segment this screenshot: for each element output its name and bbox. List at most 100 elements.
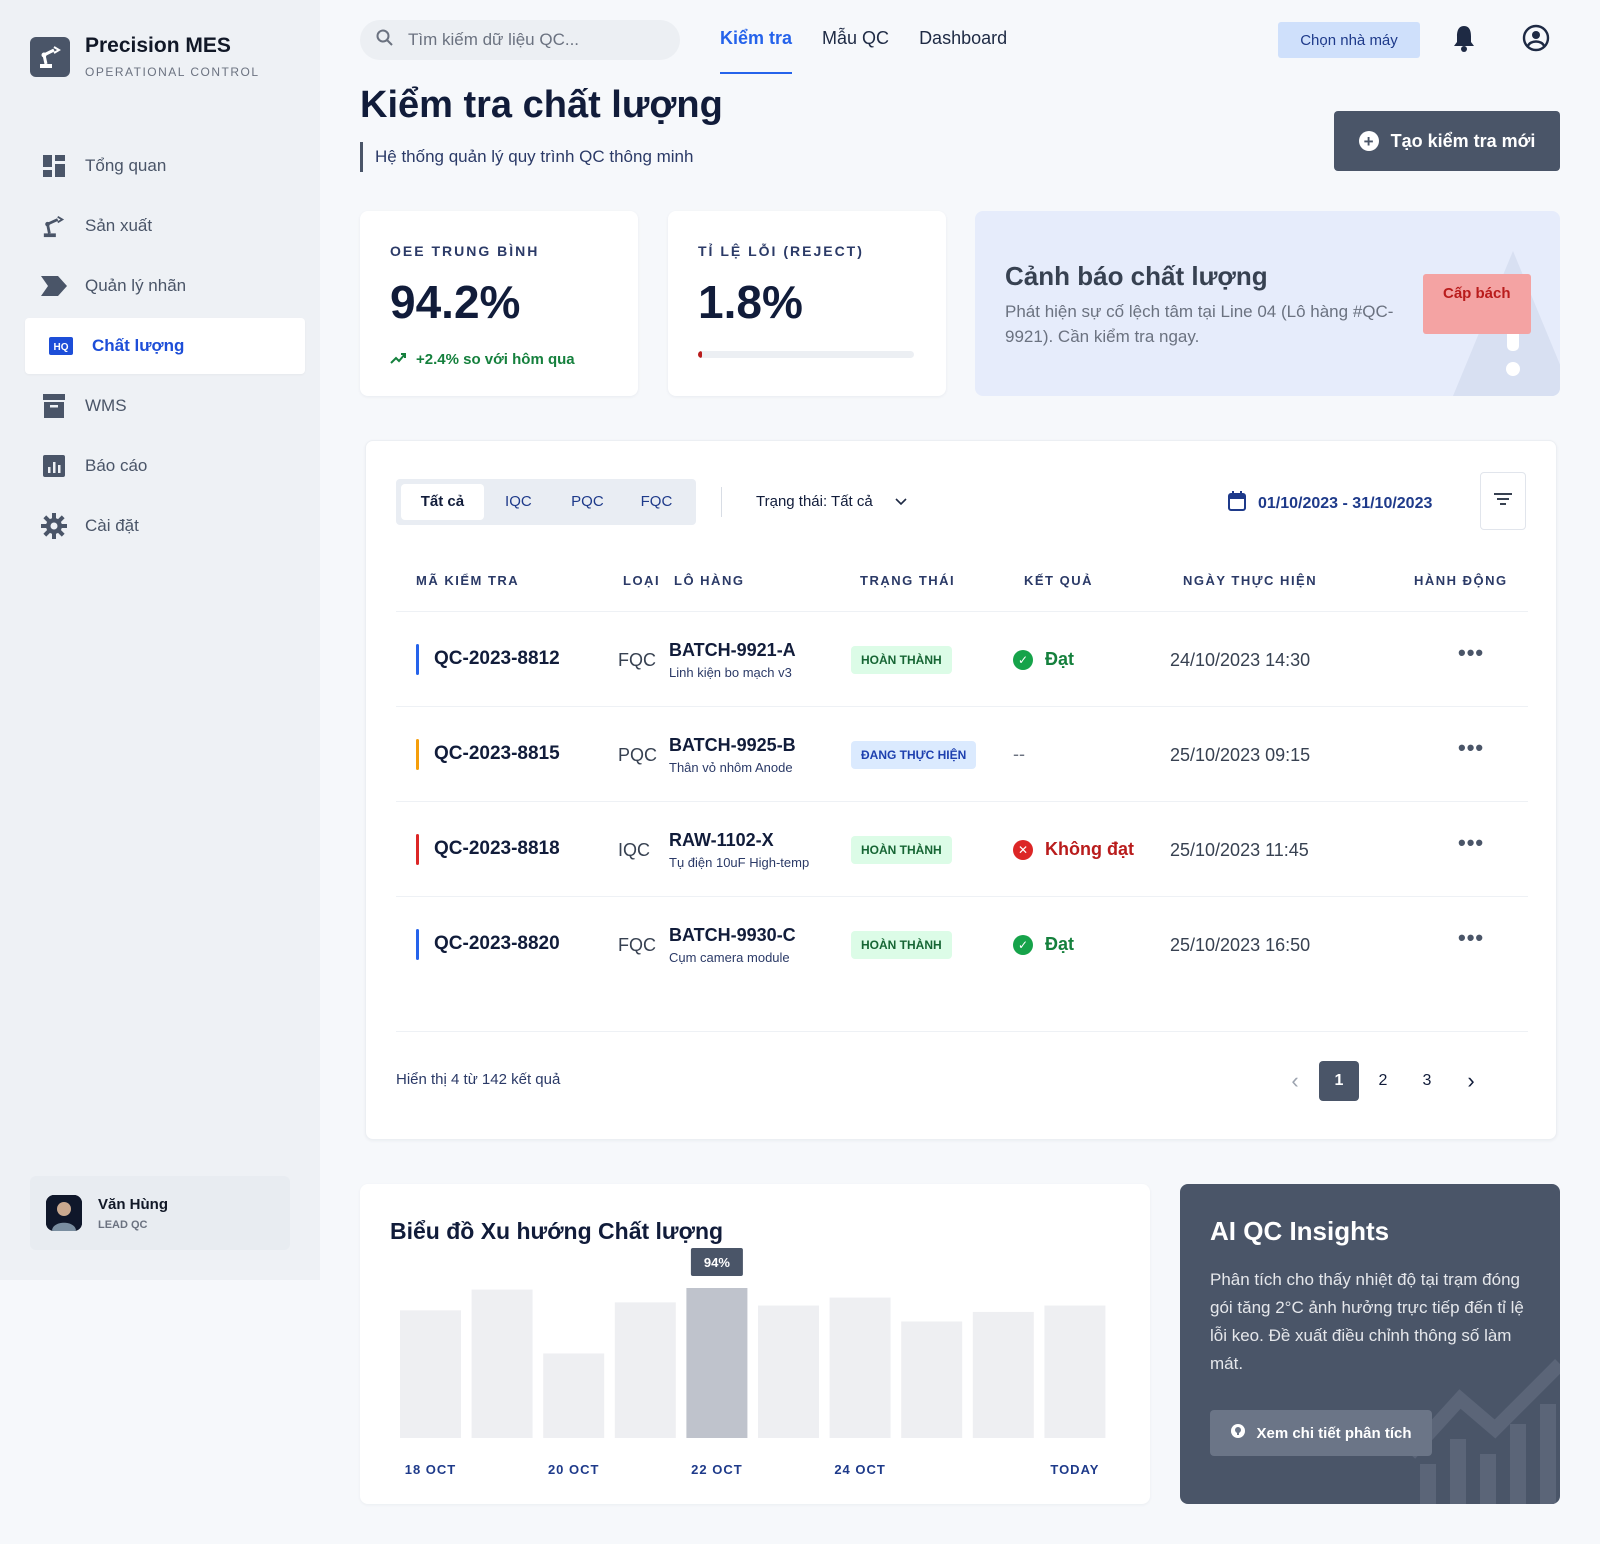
robot-arm-logo-icon (30, 36, 70, 77)
tab-dashboard[interactable]: Dashboard (919, 28, 1008, 48)
gear-icon (41, 513, 67, 539)
status-filter-dropdown[interactable]: Trạng thái: Tất cả (756, 493, 907, 510)
sidebar-item-wms[interactable]: WMS (25, 378, 305, 434)
chart-tick-label: 18 OCT (405, 1462, 457, 1477)
quality-trend-chart: Biểu đồ Xu hướng Chất lượng 18 OCT 20 OCT… (360, 1184, 1150, 1504)
alert-text: Phát hiện sự cố lệch tâm tại Line 04 (Lô… (1005, 302, 1394, 346)
result-none: -- (1013, 744, 1025, 765)
segment-iqc[interactable]: IQC (505, 493, 532, 510)
column-header-status: TRẠNG THÁI (860, 573, 956, 588)
chart-bar[interactable] (758, 1305, 819, 1438)
bell-icon[interactable] (1452, 24, 1476, 57)
result-label: Không đạt (1045, 839, 1134, 859)
row-indicator (416, 929, 419, 960)
result-label: Đạt (1045, 649, 1075, 669)
sidebar-item-reports[interactable]: Báo cáo (25, 438, 305, 494)
user-card[interactable]: Văn Hùng LEAD QC (30, 1176, 290, 1250)
filter-button[interactable] (1480, 472, 1526, 530)
more-actions-icon[interactable]: ••• (1458, 640, 1485, 665)
reject-progress-fill (698, 351, 703, 358)
sidebar-item-labels[interactable]: Quản lý nhãn (25, 258, 305, 314)
chart-bar[interactable] (901, 1321, 963, 1438)
page-3[interactable]: 3 (1422, 1072, 1432, 1089)
column-header-id: MÃ KIỂM TRA (416, 573, 520, 588)
table-row[interactable]: QC-2023-8820 FQC BATCH-9930-C Cụm camera… (396, 896, 1528, 991)
row-id: QC-2023-8812 (434, 648, 560, 669)
user-profile-icon[interactable] (1522, 24, 1550, 57)
result-label: Đạt (1045, 934, 1075, 954)
status-badge: HOÀN THÀNH (851, 836, 952, 864)
row-type: PQC (618, 745, 658, 765)
column-header-date: NGÀY THỰC HIỆN (1183, 573, 1318, 588)
segment-pqc[interactable]: PQC (571, 493, 604, 510)
row-batch: BATCH-9925-B (669, 735, 796, 755)
create-inspection-button[interactable]: + Tạo kiểm tra mới (1334, 111, 1560, 171)
table-row[interactable]: QC-2023-8812 FQC BATCH-9921-A Linh kiện … (396, 611, 1528, 706)
prev-page-icon[interactable]: ‹ (1291, 1068, 1299, 1093)
chart-tick-label: 22 OCT (691, 1462, 743, 1477)
segment-fqc[interactable]: FQC (640, 493, 673, 510)
brand[interactable]: Precision MES OPERATIONAL CONTROL (30, 34, 260, 79)
sidebar-item-label: Chất lượng (92, 336, 185, 355)
page-2[interactable]: 2 (1378, 1072, 1388, 1089)
chart-bar[interactable] (829, 1297, 891, 1438)
oee-value: 94.2% (390, 276, 521, 328)
more-actions-icon[interactable]: ••• (1458, 830, 1485, 855)
column-header-type: LOẠI (623, 573, 661, 588)
row-id: QC-2023-8820 (434, 933, 560, 954)
chart-title: Biểu đồ Xu hướng Chất lượng (390, 1218, 724, 1244)
chevron-down-icon (895, 493, 907, 510)
page-1[interactable]: 1 (1319, 1061, 1359, 1101)
row-type: FQC (618, 650, 656, 670)
top-tabs: Kiểm tra Mẫu QC Dashboard (720, 28, 1037, 74)
row-type: FQC (618, 935, 656, 955)
column-header-batch: LÔ HÀNG (674, 573, 745, 588)
chart-bar[interactable] (543, 1353, 605, 1438)
user-role: LEAD QC (98, 1218, 148, 1231)
chart-bar[interactable] (972, 1311, 1034, 1438)
sidebar-item-overview[interactable]: Tổng quan (25, 138, 305, 194)
calendar-icon (1228, 491, 1246, 516)
ai-title: AI QC Insights (1210, 1216, 1390, 1246)
status-badge: HOÀN THÀNH (851, 646, 952, 674)
row-description: Thân vỏ nhôm Anode (669, 760, 793, 775)
row-date: 25/10/2023 09:15 (1170, 745, 1311, 765)
chart-bar[interactable] (614, 1302, 676, 1438)
inventory-icon (41, 393, 67, 419)
table-row[interactable]: QC-2023-8815 PQC BATCH-9925-B Thân vỏ nh… (396, 706, 1528, 801)
view-analysis-button[interactable]: Xem chi tiết phân tích (1210, 1410, 1432, 1456)
chart-tick-label: 20 OCT (548, 1462, 600, 1477)
search-input[interactable] (408, 30, 648, 50)
more-actions-icon[interactable]: ••• (1458, 735, 1485, 760)
tab-inspection[interactable]: Kiểm tra (720, 28, 793, 74)
segment-all[interactable]: Tất cả (401, 484, 484, 520)
chart-bar[interactable] (1044, 1305, 1106, 1438)
next-page-icon[interactable]: › (1467, 1068, 1475, 1093)
chart-bar[interactable] (400, 1310, 461, 1438)
sidebar-item-production[interactable]: Sản xuất (25, 198, 305, 254)
chart-bar[interactable] (686, 1288, 748, 1438)
row-indicator (416, 834, 419, 865)
oee-label: OEE TRUNG BÌNH (390, 243, 540, 259)
result-fail: ✕ Không đạt (1013, 839, 1134, 860)
tab-qc-templates[interactable]: Mẫu QC (822, 28, 890, 48)
reject-value: 1.8% (698, 276, 803, 328)
row-id: QC-2023-8815 (434, 743, 560, 764)
brand-name: Precision MES (85, 34, 231, 57)
date-range-picker[interactable]: 01/10/2023 - 31/10/2023 (1228, 491, 1432, 516)
chart-tooltip (690, 1248, 743, 1276)
sidebar-item-settings[interactable]: Cài đặt (25, 498, 305, 554)
x-circle-icon: ✕ (1013, 839, 1033, 860)
lightbulb-icon (1230, 1423, 1246, 1443)
reject-card: TỈ LỆ LỖI (REJECT) 1.8% (668, 211, 946, 396)
chart-bar[interactable] (471, 1289, 533, 1438)
select-factory-button[interactable]: Chọn nhà máy (1278, 22, 1420, 58)
more-actions-icon[interactable]: ••• (1458, 925, 1485, 950)
row-description: Linh kiện bo mạch v3 (669, 665, 792, 680)
sidebar-item-quality[interactable]: HQ Chất lượng (25, 318, 305, 374)
sidebar-nav: Tổng quan Sản xuất Quản lý nhãn HQ Chất … (25, 138, 305, 558)
column-header-result: KẾT QUẢ (1024, 573, 1093, 588)
table-row[interactable]: QC-2023-8818 IQC RAW-1102-X Tụ điện 10uF… (396, 801, 1528, 896)
row-id: QC-2023-8818 (434, 838, 560, 859)
oee-card: OEE TRUNG BÌNH 94.2% +2.4% so với hôm qu… (360, 211, 638, 396)
